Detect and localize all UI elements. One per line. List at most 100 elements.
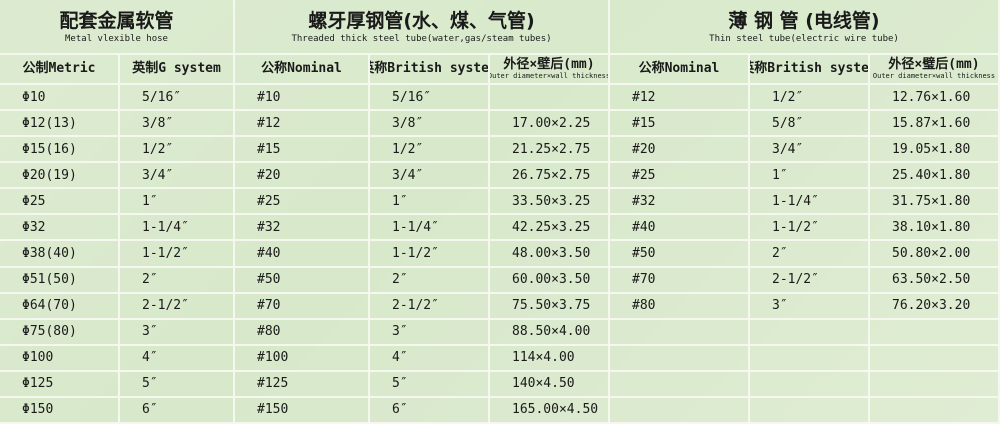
cell-text: 1-1/4″	[142, 219, 189, 235]
cell-text: #100	[257, 350, 289, 366]
table-cell	[490, 85, 610, 112]
table-cell: 3″	[750, 293, 870, 320]
cell-text: 12.76×1.60	[892, 89, 971, 105]
group-title: 螺牙厚钢管(水、煤、气管) Threaded thick steel tube(w…	[235, 0, 610, 55]
cell-text: Φ15(16)	[22, 141, 77, 157]
table-cell: 3/8″	[120, 111, 235, 138]
table-cell: 1″	[370, 189, 490, 216]
table-cell: #12	[610, 85, 750, 112]
table-cell: Φ64(70)	[0, 293, 120, 320]
table-cell: 63.50×2.50	[870, 267, 1000, 294]
table-cell: 3/4″	[120, 163, 235, 190]
cell-text: #150	[257, 402, 289, 418]
table-cell	[750, 345, 870, 372]
cell-text: 88.50×4.00	[512, 324, 591, 340]
cell-text: 6″	[142, 402, 158, 418]
table-cell: 26.75×2.75	[490, 163, 610, 190]
cell-text: 2-1/2″	[142, 298, 189, 314]
cell-text: #15	[632, 115, 656, 131]
cell-text: #80	[257, 324, 281, 340]
table-cell: 3/4″	[370, 163, 490, 190]
table-cell: 165.00×4.50	[490, 397, 610, 424]
table-cell: 4″	[370, 345, 490, 372]
subtitle-text: Metal vlexible hose	[65, 33, 168, 44]
table-cell: 75.50×3.75	[490, 293, 610, 320]
cell-text: 33.50×3.25	[512, 193, 591, 209]
cell-text: 1-1/2″	[392, 245, 439, 261]
column-label: 公称Nominal	[261, 61, 342, 76]
table-cell: Φ32	[0, 215, 120, 242]
table-cell: Φ20(19)	[0, 163, 120, 190]
cell-text: 15.87×1.60	[892, 115, 971, 131]
table-cell: 1-1/4″	[120, 215, 235, 242]
cell-text: 140×4.50	[512, 376, 575, 392]
cell-text: 17.00×2.25	[512, 115, 591, 131]
table-cell: #20	[235, 163, 370, 190]
table-cell: 15.87×1.60	[870, 111, 1000, 138]
table-cell: 5/16″	[120, 85, 235, 112]
table-cell	[750, 319, 870, 346]
table-cell: 48.00×3.50	[490, 241, 610, 268]
table-cell: #50	[610, 241, 750, 268]
table-cell: 2-1/2″	[370, 293, 490, 320]
cell-text: 1″	[142, 193, 158, 209]
column-label: 英制G system	[132, 61, 221, 76]
cell-text: 4″	[142, 350, 158, 366]
cell-text: 2″	[772, 245, 788, 261]
table-cell: 50.80×2.00	[870, 241, 1000, 268]
column-label: 公称Nominal	[638, 61, 720, 76]
subtitle-text: Thin steel tube(electric wire tube)	[709, 33, 899, 44]
cell-text: 48.00×3.50	[512, 245, 591, 261]
cell-text: 3″	[142, 324, 158, 340]
table-cell: 140×4.50	[490, 371, 610, 398]
table-cell: 1/2″	[120, 137, 235, 164]
table-cell: Φ25	[0, 189, 120, 216]
cell-text: #40	[257, 245, 281, 261]
cell-text: #15	[257, 141, 281, 157]
cell-text: 5/16″	[392, 89, 432, 105]
column-label: 外径×璧后(mm)	[888, 56, 980, 72]
cell-text: #25	[257, 193, 281, 209]
cell-text: 3/4″	[772, 141, 804, 157]
table-cell: 5/8″	[750, 111, 870, 138]
cell-text: 3″	[392, 324, 408, 340]
table-cell: 1-1/2″	[750, 215, 870, 242]
cell-text: #20	[632, 141, 656, 157]
cell-text: Φ150	[22, 402, 54, 418]
table-cell: Φ12(13)	[0, 111, 120, 138]
table-cell: 2″	[750, 241, 870, 268]
cell-text: 38.10×1.80	[892, 219, 971, 235]
cell-text: 1-1/4″	[772, 193, 819, 209]
table-cell: #150	[235, 397, 370, 424]
column-label: 英称British system	[370, 61, 489, 76]
column-header: 外径×壁后(mm) Outer diameter×wall thickness	[490, 55, 610, 85]
table-cell: #32	[610, 189, 750, 216]
table-cell: 60.00×3.50	[490, 267, 610, 294]
cell-text: 31.75×1.80	[892, 193, 971, 209]
table-cell	[610, 371, 750, 398]
cell-text: 3/4″	[392, 167, 424, 183]
table-cell: #25	[610, 163, 750, 190]
table-cell: 2″	[370, 267, 490, 294]
cell-text: 1″	[772, 167, 788, 183]
cell-text: #25	[632, 167, 656, 183]
cell-text: 75.50×3.75	[512, 298, 591, 314]
cell-text: Φ100	[22, 350, 54, 366]
cell-text: #10	[257, 89, 281, 105]
table-cell: 1-1/2″	[370, 241, 490, 268]
table-cell: 5″	[370, 371, 490, 398]
table-cell: Φ100	[0, 345, 120, 372]
table-cell: #25	[235, 189, 370, 216]
cell-text: 3/8″	[392, 115, 424, 131]
table-cell	[870, 397, 1000, 424]
table-cell: 2″	[120, 267, 235, 294]
column-header: 英制G system	[120, 55, 235, 85]
cell-text: #70	[632, 272, 656, 288]
title-text: 薄 钢 管 (电线管)	[728, 9, 880, 32]
table-cell: 1/2″	[370, 137, 490, 164]
table-cell: 1-1/2″	[120, 241, 235, 268]
table-cell: #10	[235, 85, 370, 112]
table-cell: 1/2″	[750, 85, 870, 112]
table-cell: 76.20×3.20	[870, 293, 1000, 320]
